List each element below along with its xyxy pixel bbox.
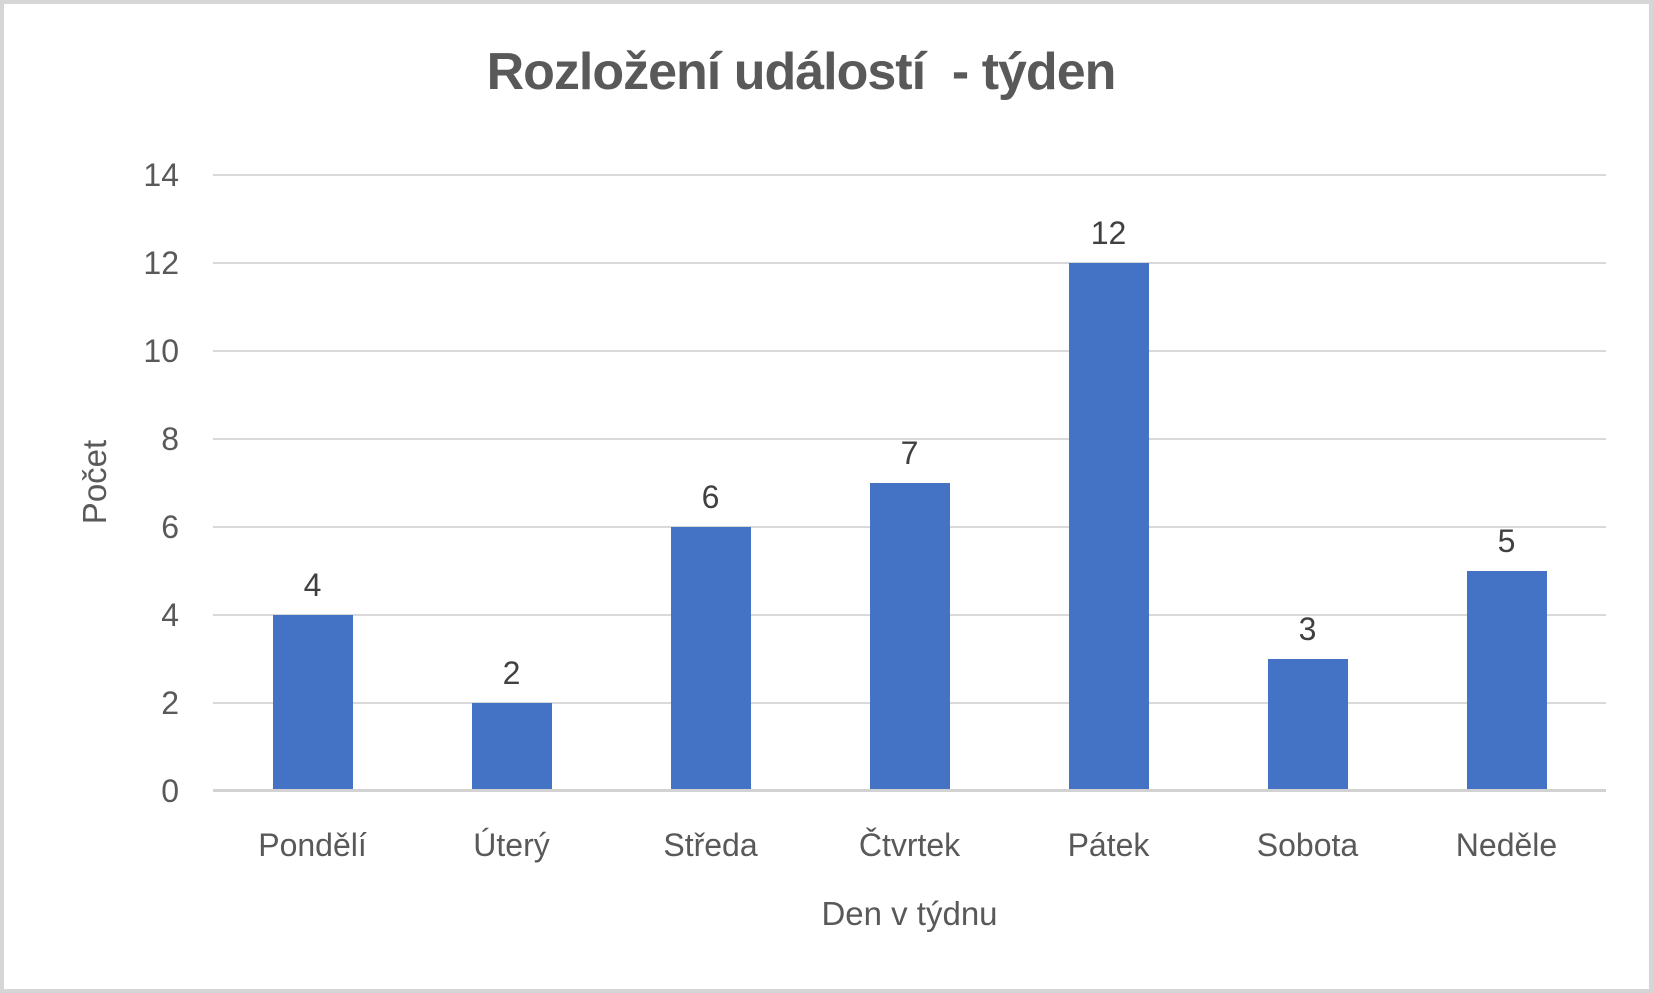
x-axis-category-labels: Pondělí Úterý Středa Čtvrtek Pátek Sobota Nedě… [213,825,1606,865]
y-tick-label-6: 6 [161,509,179,545]
bar-slot: 5 [1407,175,1606,791]
plot-area: 4 2 6 7 12 3 5 [213,174,1606,792]
bar-value-label: 5 [1497,523,1516,559]
bar-7[interactable] [1466,571,1547,791]
x-category-label: Čtvrtek [858,827,961,863]
bar-5[interactable] [1068,263,1149,791]
y-tick-label-2: 2 [161,685,179,721]
bar-value-label: 12 [1090,215,1127,251]
bar-value-label: 7 [900,435,919,471]
bar-slot: 12 [1009,175,1208,791]
x-category-label: Pátek [1067,827,1150,863]
bar-value-label: 3 [1298,611,1317,647]
bar-6[interactable] [1267,659,1348,791]
gridline-y-8 [213,438,1606,440]
x-category-label: Neděle [1455,827,1558,863]
bar-slot: 4 [213,175,412,791]
y-axis-tick-labels: 0 2 4 6 8 10 12 14 [4,157,179,809]
y-tick-label-10: 10 [143,333,179,369]
bar-value-label: 6 [701,479,720,515]
x-category-label: Sobota [1256,827,1359,863]
y-tick-label-14: 14 [143,157,179,193]
bar-2[interactable] [471,703,552,791]
bar-slot: 6 [611,175,810,791]
bar-value-label: 4 [303,567,322,603]
x-category-label: Úterý [473,827,550,863]
y-tick-label-4: 4 [161,597,179,633]
bar-slot: 2 [412,175,611,791]
x-category-label: Pondělí [258,827,367,863]
bar-4[interactable] [869,483,950,791]
x-axis-title: Den v týdnu [821,895,998,932]
bar-value-label: 2 [502,655,521,691]
chart-title: Rozložení událostí - týden [486,43,1117,101]
gridline-y-14 [213,174,1606,176]
bar-slot: 7 [810,175,1009,791]
x-category-label: Středa [663,827,758,863]
x-axis-line [213,789,1606,792]
gridline-y-10 [213,350,1606,352]
y-tick-label-12: 12 [143,245,179,281]
gridline-y-12 [213,262,1606,264]
bar-3[interactable] [670,527,751,791]
bar-1[interactable] [272,615,353,791]
bar-slot: 3 [1208,175,1407,791]
y-tick-label-8: 8 [161,421,179,457]
y-tick-label-0: 0 [161,773,179,809]
